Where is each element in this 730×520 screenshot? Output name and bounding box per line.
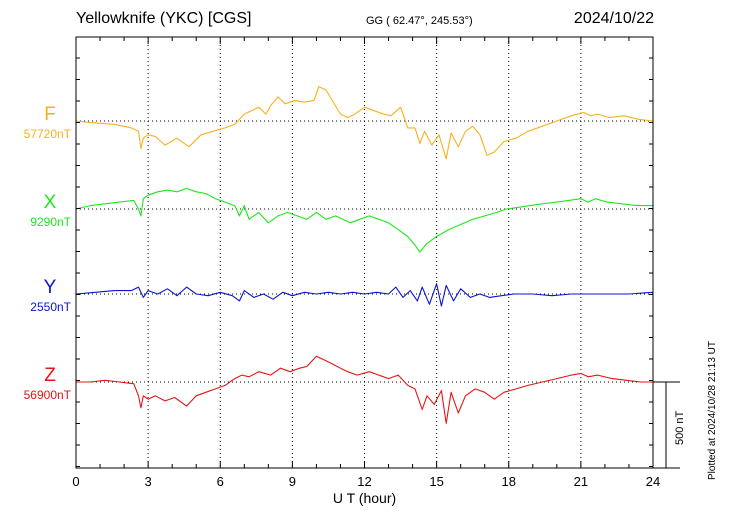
component-labels: F 57720nT X 9290nT Y 2550nT Z 56900nT [24,104,72,402]
x-tick-label: 6 [217,474,224,489]
series-label-z: Z [44,365,56,386]
plotted-timestamp: Plotted at 2024/10/28 21:13 UT [707,341,718,480]
series-line-y [75,283,654,307]
x-tick-label: 24 [646,474,660,489]
coordinates: GG ( 62.47°, 245.53°) [366,15,473,27]
series-baseline-f: 57720nT [24,127,72,141]
x-tick-label: 9 [289,474,296,489]
station-title: Yellowknife (YKC) [CGS] [76,10,252,27]
plot-date: 2024/10/22 [573,10,654,27]
series-label-y: Y [44,277,57,298]
x-tick-label: 12 [357,474,371,489]
scale-bar: 500 nT [653,381,686,469]
series-group [75,86,654,424]
series-baseline-x: 9290nT [30,215,71,229]
series-line-f [75,86,654,160]
x-axis: 0 3 6 9 12 15 18 21 24 [72,37,660,489]
series-line-z [76,355,653,424]
x-tick-label: 18 [502,474,516,489]
series-label-f: F [44,104,56,125]
series-baseline-y: 2550nT [30,300,71,314]
scale-bar-label: 500 nT [674,410,686,445]
x-tick-label: 21 [574,474,588,489]
series-baseline-z: 56900nT [24,388,72,402]
series-line-x [75,187,653,253]
x-tick-label: 15 [429,474,443,489]
x-tick-label: 0 [72,474,79,489]
grid [76,37,653,468]
x-tick-label: 3 [145,474,152,489]
x-axis-title: U T (hour) [333,490,396,506]
series-label-x: X [44,192,57,213]
